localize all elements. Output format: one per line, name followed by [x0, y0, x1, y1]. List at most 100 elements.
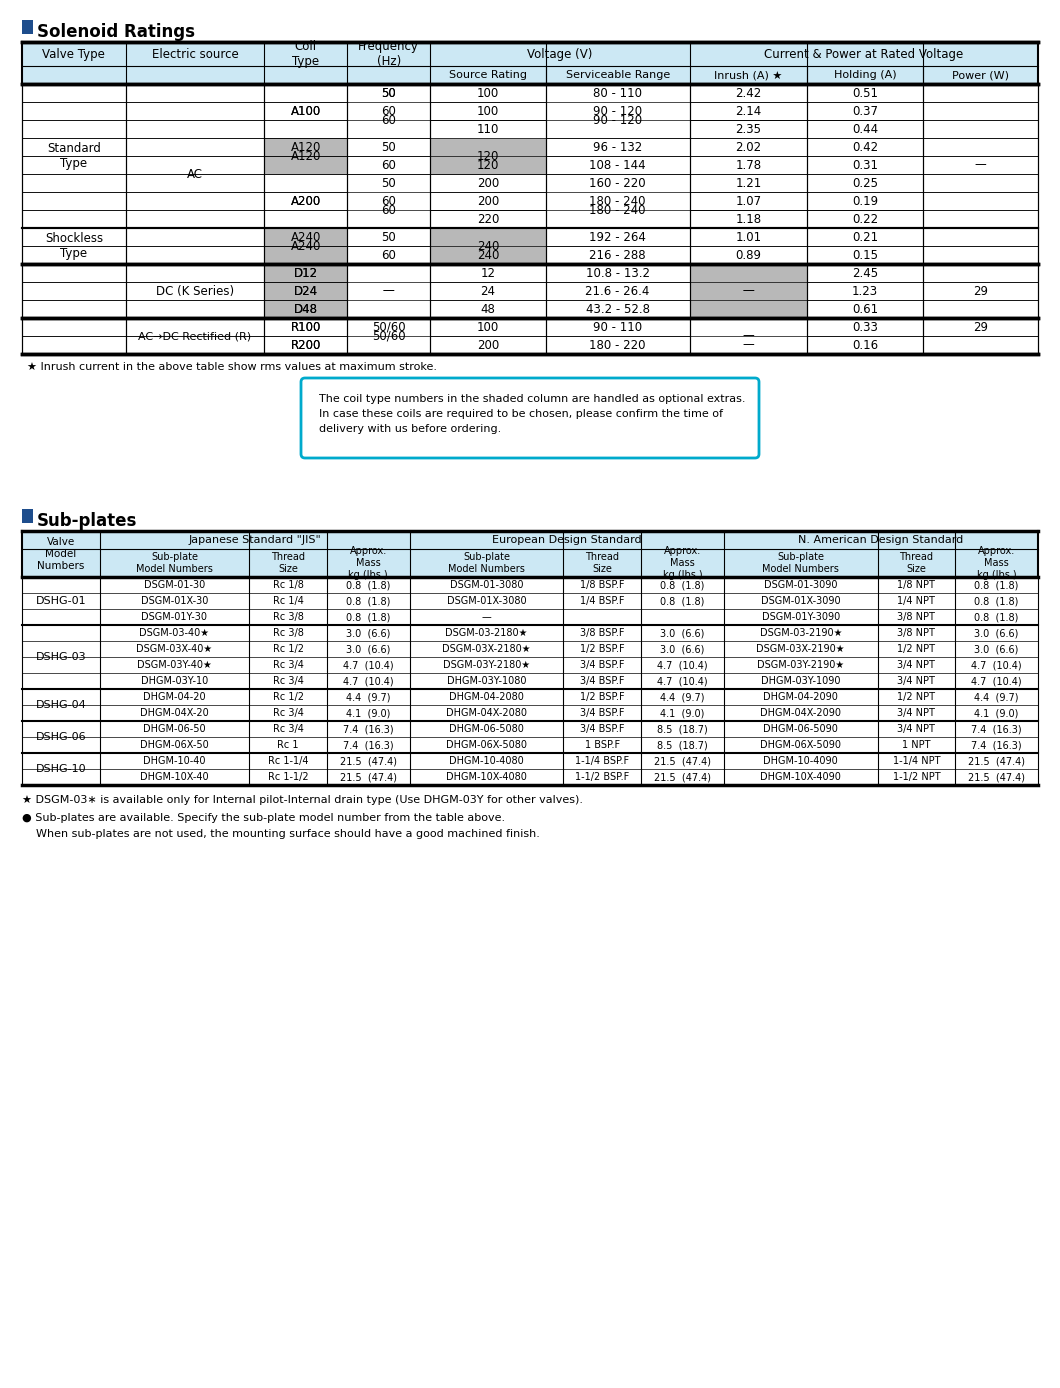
Text: —: —: [743, 329, 755, 343]
Bar: [264, 137, 348, 174]
Text: 1.23: 1.23: [852, 285, 878, 297]
Text: 180 - 240: 180 - 240: [589, 204, 646, 217]
Text: 108 - 144: 108 - 144: [589, 158, 646, 172]
Text: DSGM-03X-40★: DSGM-03X-40★: [137, 644, 212, 654]
Text: 96 - 132: 96 - 132: [593, 140, 642, 154]
Text: European Design Standard: European Design Standard: [492, 534, 641, 545]
Text: DHGM-03Y-1080: DHGM-03Y-1080: [447, 676, 527, 686]
Text: DHGM-06-5090: DHGM-06-5090: [763, 725, 838, 734]
Text: DHGM-10-4080: DHGM-10-4080: [449, 756, 524, 766]
Bar: [22, 509, 33, 523]
Bar: [264, 282, 348, 300]
Text: 4.7  (10.4): 4.7 (10.4): [971, 661, 1022, 670]
Text: 21.5  (47.4): 21.5 (47.4): [654, 772, 711, 781]
Bar: [264, 282, 348, 300]
Text: 0.21: 0.21: [852, 230, 878, 243]
Text: 4.1  (9.0): 4.1 (9.0): [346, 708, 390, 718]
Text: Holding (A): Holding (A): [834, 69, 897, 81]
Text: DHGM-06-5080: DHGM-06-5080: [449, 725, 524, 734]
Text: Approx.
Mass
kg (lbs.): Approx. Mass kg (lbs.): [662, 547, 702, 580]
Bar: [264, 246, 348, 264]
Text: N. American Design Standard: N. American Design Standard: [798, 534, 964, 545]
Bar: [430, 228, 546, 264]
Text: 1.01: 1.01: [736, 230, 761, 243]
Text: DSGM-01X-3080: DSGM-01X-3080: [446, 595, 527, 607]
Text: 4.7  (10.4): 4.7 (10.4): [657, 676, 708, 686]
Text: D12: D12: [294, 266, 318, 279]
Text: 3/4 NPT: 3/4 NPT: [898, 725, 935, 734]
Text: 0.89: 0.89: [736, 248, 761, 261]
Text: 0.8  (1.8): 0.8 (1.8): [346, 595, 390, 607]
Text: DHGM-04X-2080: DHGM-04X-2080: [446, 708, 527, 718]
Text: —: —: [383, 285, 394, 297]
Text: DHGM-10-4090: DHGM-10-4090: [763, 756, 838, 766]
Text: D24: D24: [294, 285, 318, 297]
Text: 1-1/4 BSP.F: 1-1/4 BSP.F: [576, 756, 630, 766]
Text: 0.44: 0.44: [852, 122, 878, 136]
Text: DHGM-04X-2090: DHGM-04X-2090: [760, 708, 842, 718]
Text: 0.8  (1.8): 0.8 (1.8): [974, 612, 1019, 622]
Text: Rc 1/2: Rc 1/2: [272, 693, 303, 702]
Text: 3.0  (6.6): 3.0 (6.6): [660, 627, 705, 638]
Bar: [348, 192, 430, 228]
Text: 1/2 NPT: 1/2 NPT: [898, 693, 935, 702]
Text: 4.7  (10.4): 4.7 (10.4): [343, 676, 393, 686]
Bar: [264, 155, 348, 174]
Text: DSHG-04: DSHG-04: [35, 700, 86, 711]
Text: DSGM-01-3080: DSGM-01-3080: [449, 580, 524, 590]
Bar: [348, 318, 430, 354]
Text: Rc 1/2: Rc 1/2: [272, 644, 303, 654]
Text: Thread
Size: Thread Size: [585, 552, 619, 573]
Text: Solenoid Ratings: Solenoid Ratings: [37, 24, 195, 42]
Text: 0.22: 0.22: [852, 212, 878, 225]
Text: ● Sub-plates are available. Specify the sub-plate model number from the table ab: ● Sub-plates are available. Specify the …: [22, 813, 506, 823]
Text: 1.18: 1.18: [736, 212, 761, 225]
Text: 200: 200: [477, 194, 499, 207]
Text: 7.4  (16.3): 7.4 (16.3): [343, 740, 393, 750]
Text: 7.4  (16.3): 7.4 (16.3): [971, 725, 1022, 734]
Text: DSHG-10: DSHG-10: [35, 763, 86, 775]
Text: Sub-plate
Model Numbers: Sub-plate Model Numbers: [762, 552, 840, 573]
Text: 120: 120: [477, 150, 499, 162]
Text: 21.5  (47.4): 21.5 (47.4): [968, 756, 1025, 766]
Text: 200: 200: [477, 176, 499, 190]
Text: Sub-plates: Sub-plates: [37, 512, 138, 530]
Text: Rc 1-1/2: Rc 1-1/2: [268, 772, 308, 781]
Text: 21.5  (47.4): 21.5 (47.4): [654, 756, 711, 766]
Bar: [264, 300, 348, 318]
Text: A200: A200: [290, 194, 321, 207]
Text: The coil type numbers in the shaded column are handled as optional extras.
In ca: The coil type numbers in the shaded colu…: [319, 394, 745, 433]
Text: R100: R100: [290, 321, 321, 333]
Text: 50/60: 50/60: [372, 321, 406, 333]
Text: DHGM-04X-20: DHGM-04X-20: [140, 708, 209, 718]
Text: —: —: [743, 285, 755, 297]
Text: DHGM-10X-40: DHGM-10X-40: [140, 772, 209, 781]
Text: 120: 120: [477, 158, 499, 172]
Text: 3/4 BSP.F: 3/4 BSP.F: [580, 661, 624, 670]
Bar: [348, 264, 430, 318]
Text: D48: D48: [294, 303, 318, 315]
Text: 1.21: 1.21: [736, 176, 762, 190]
Bar: [264, 137, 348, 155]
Bar: [264, 264, 348, 282]
Text: ★ DSGM-03∗ is available only for Internal pilot-Internal drain type (Use DHGM-03: ★ DSGM-03∗ is available only for Interna…: [22, 795, 583, 805]
Text: DSGM-03Y-40★: DSGM-03Y-40★: [137, 661, 212, 670]
Text: 10.8 - 13.2: 10.8 - 13.2: [585, 266, 650, 279]
Text: 0.8  (1.8): 0.8 (1.8): [974, 595, 1019, 607]
Text: 0.51: 0.51: [852, 86, 878, 100]
Text: 60: 60: [382, 248, 396, 261]
Text: Rc 3/4: Rc 3/4: [272, 708, 303, 718]
Text: DSGM-03Y-2180★: DSGM-03Y-2180★: [443, 661, 530, 670]
Text: D48: D48: [294, 303, 318, 315]
Text: DSGM-03X-2180★: DSGM-03X-2180★: [442, 644, 531, 654]
Text: D12: D12: [294, 266, 318, 279]
Bar: [264, 318, 348, 336]
Text: 60: 60: [382, 104, 396, 118]
Bar: [22, 42, 1038, 85]
Text: Power (W): Power (W): [952, 69, 1009, 81]
Text: Rc 3/4: Rc 3/4: [272, 725, 303, 734]
Text: 50: 50: [382, 140, 396, 154]
Bar: [264, 300, 348, 318]
Text: 90 - 120: 90 - 120: [594, 104, 642, 118]
Text: 1/8 NPT: 1/8 NPT: [898, 580, 935, 590]
